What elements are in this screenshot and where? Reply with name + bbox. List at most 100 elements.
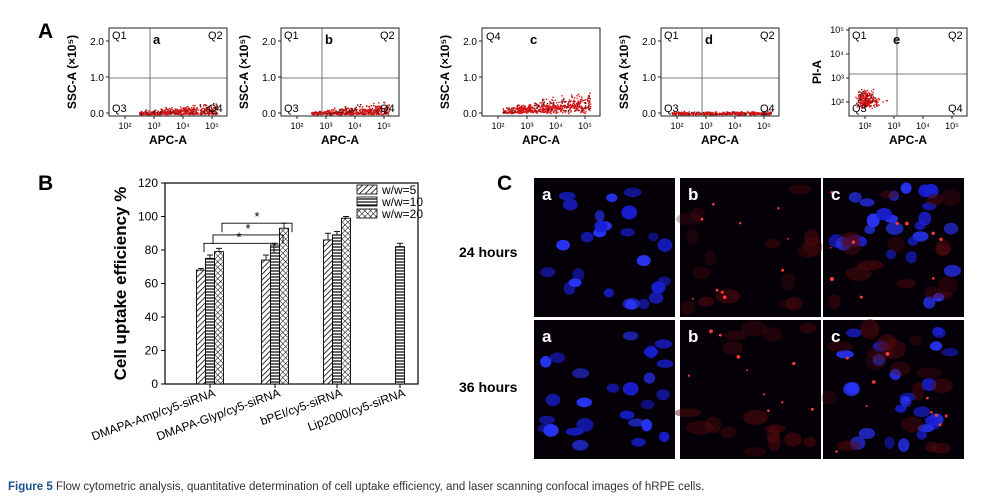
event-dot — [745, 113, 747, 115]
event-dot — [387, 107, 390, 109]
event-dot — [870, 93, 873, 95]
nucleus — [872, 354, 886, 366]
nucleus — [622, 331, 639, 341]
event-dot — [584, 107, 586, 110]
event-dot — [205, 104, 208, 107]
event-dot — [555, 106, 558, 108]
y-tick-label: 2.0 — [463, 37, 477, 48]
event-dot — [864, 105, 866, 108]
event-dot — [586, 99, 588, 101]
event-dot — [163, 109, 165, 112]
event-dot — [524, 110, 527, 112]
event-dot — [343, 109, 345, 111]
event-dot — [170, 113, 172, 115]
event-dot — [383, 113, 385, 115]
event-dot — [861, 104, 864, 106]
event-dot — [373, 112, 376, 114]
event-dot — [565, 100, 567, 103]
event-dot — [154, 110, 156, 113]
event-dot — [543, 105, 545, 107]
event-dot — [206, 107, 208, 109]
legend: w/w=5w/w=10w/w=20 — [356, 183, 423, 221]
event-dot — [357, 112, 359, 114]
nucleus — [606, 193, 618, 203]
cytoplasm-stain — [680, 301, 696, 315]
event-dot — [344, 107, 347, 109]
cytoplasm-stain — [860, 319, 880, 340]
event-dot — [165, 113, 167, 116]
cytoplasm-stain — [766, 426, 780, 444]
event-dot — [168, 113, 170, 115]
event-dot — [209, 110, 211, 112]
event-dot — [549, 102, 551, 104]
event-dot — [529, 110, 531, 113]
event-dot — [553, 104, 555, 106]
event-dot — [548, 106, 550, 109]
event-dot — [568, 112, 570, 115]
event-dot — [867, 101, 870, 104]
event-dot — [868, 98, 870, 100]
event-dot — [194, 113, 197, 115]
event-dot — [374, 105, 377, 108]
event-dot — [362, 108, 364, 110]
plot-frame — [481, 27, 601, 117]
event-dot — [143, 112, 146, 115]
event-dot — [857, 95, 860, 97]
event-dot — [561, 106, 564, 108]
event-dot — [513, 107, 516, 109]
image-sublabel-c: c — [831, 327, 840, 346]
event-dot — [551, 105, 553, 108]
event-dot — [335, 110, 337, 113]
sirna-spot — [846, 356, 849, 360]
nucleus — [875, 208, 893, 221]
event-dot — [531, 106, 533, 108]
event-dot — [192, 112, 195, 115]
event-dot — [863, 101, 866, 104]
event-dot — [196, 112, 198, 114]
event-dot — [743, 113, 745, 116]
event-dot — [519, 109, 521, 112]
event-dot — [589, 107, 592, 110]
event-dot — [518, 106, 521, 109]
event-dot — [863, 91, 865, 93]
event-dot — [165, 112, 167, 115]
event-dot — [347, 107, 349, 109]
quadrant-label-q4: Q4 — [380, 103, 395, 115]
nucleus — [558, 191, 576, 201]
event-dot — [528, 109, 531, 111]
event-dot — [510, 112, 512, 114]
nucleus — [648, 232, 659, 242]
sirna-spot — [736, 355, 741, 359]
event-dot — [861, 98, 864, 100]
event-dot — [576, 97, 578, 100]
event-dot — [516, 106, 519, 109]
event-dot — [159, 114, 162, 116]
event-dot — [727, 113, 729, 115]
event-dot — [734, 112, 737, 115]
nucleus — [623, 187, 642, 198]
event-dot — [328, 112, 330, 114]
event-dot — [203, 105, 205, 107]
event-dot — [206, 110, 208, 112]
event-dot — [160, 108, 162, 111]
event-dot — [698, 111, 700, 113]
event-dot — [587, 97, 589, 100]
nucleus — [576, 418, 594, 432]
event-dot — [205, 113, 207, 115]
nucleus — [628, 418, 645, 427]
event-dot — [552, 105, 554, 108]
event-dot — [363, 110, 365, 112]
event-dot — [560, 106, 562, 109]
event-dot — [552, 103, 554, 105]
nucleus — [539, 267, 556, 278]
event-dot — [144, 111, 146, 113]
event-dot — [316, 112, 319, 114]
event-dot — [353, 109, 355, 112]
event-dot — [161, 111, 163, 114]
sirna-spot — [746, 369, 748, 372]
event-dot — [533, 108, 535, 110]
event-dot — [200, 109, 203, 112]
event-dot — [204, 112, 206, 115]
event-dot — [147, 111, 150, 114]
event-dot — [532, 110, 534, 112]
